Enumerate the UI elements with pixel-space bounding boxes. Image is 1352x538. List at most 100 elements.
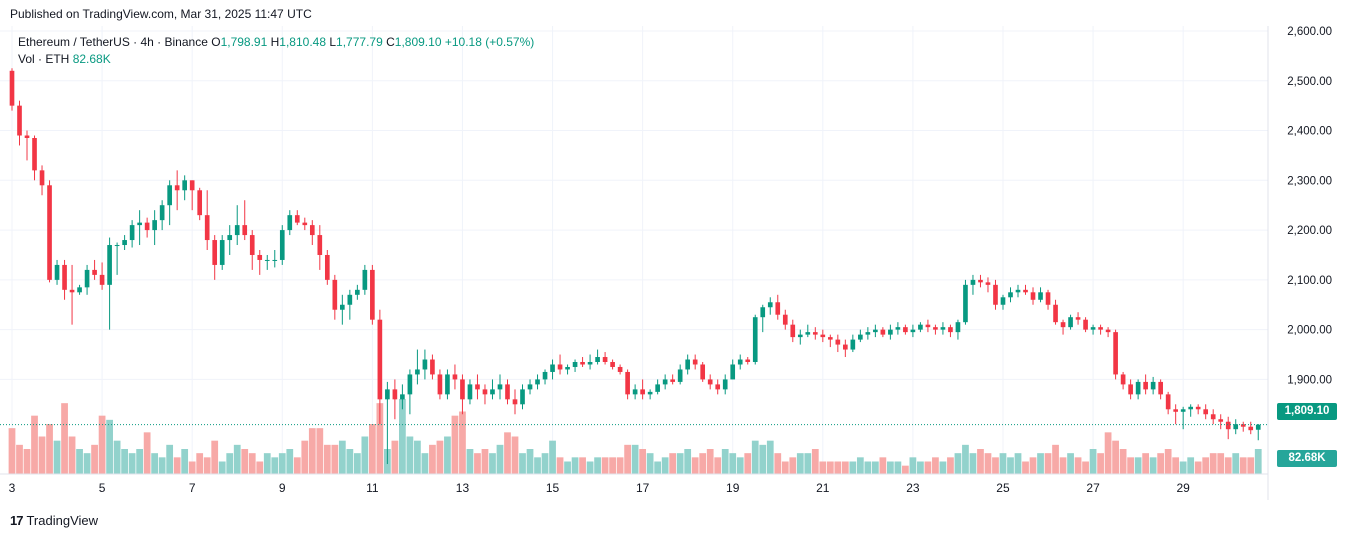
candle-body xyxy=(843,344,848,350)
volume-bar xyxy=(414,440,421,474)
volume-bar xyxy=(1187,457,1195,474)
volume-bar xyxy=(774,453,782,474)
time-tick-label: 7 xyxy=(189,481,196,495)
candle-body xyxy=(505,384,510,400)
volume-bar xyxy=(203,457,211,474)
candle-body xyxy=(858,334,863,340)
low-value: 1,777.79 xyxy=(336,35,383,49)
close-key: C xyxy=(386,35,395,49)
volume-bar xyxy=(1164,449,1172,474)
volume-bar xyxy=(53,440,61,474)
candles xyxy=(9,68,1261,465)
volume-bar xyxy=(256,461,264,474)
volume-bar xyxy=(286,449,294,474)
candle-body xyxy=(1083,319,1088,330)
volume-bar xyxy=(819,461,827,474)
candle-body xyxy=(1098,327,1103,330)
candle-body xyxy=(1143,381,1148,390)
candle-body xyxy=(9,70,15,106)
volume-bar xyxy=(1172,457,1180,474)
candle-body xyxy=(467,384,473,400)
candle-body xyxy=(527,384,533,390)
candle-body xyxy=(1128,384,1133,395)
candle-body xyxy=(1075,317,1081,320)
time-tick-label: 15 xyxy=(546,481,560,495)
candle-body xyxy=(775,302,781,315)
price-axis[interactable]: 2,600.00 2,500.00 2,400.00 2,300.00 2,200.00… xyxy=(1287,26,1332,386)
candle-body xyxy=(437,374,443,395)
tradingview-brand-label: TradingView xyxy=(26,513,99,528)
tradingview-logo[interactable]: 17 TradingView xyxy=(10,513,98,528)
candle-body xyxy=(1120,374,1126,385)
volume-bar xyxy=(744,453,752,474)
volume-bar xyxy=(1179,461,1187,474)
volume-bar xyxy=(1067,453,1074,474)
volume-bar xyxy=(241,449,249,474)
volume-bar xyxy=(1089,449,1097,474)
volume-bar xyxy=(571,457,579,474)
candle-body xyxy=(782,314,788,325)
volume-bar xyxy=(376,403,384,474)
candle-body xyxy=(1030,292,1036,300)
candle-body xyxy=(189,180,195,191)
volume-bar xyxy=(721,449,729,474)
candle-body xyxy=(512,399,518,405)
time-axis[interactable]: 3 5 7 9 11 13 15 17 19 21 23 25 27 29 xyxy=(9,481,1191,495)
candle-body xyxy=(535,379,540,385)
candle-body xyxy=(647,391,653,395)
candle-body xyxy=(820,334,826,338)
volume-bar xyxy=(136,449,144,474)
chart-frame[interactable]: 2,600.00 2,500.00 2,400.00 2,300.00 2,200.00… xyxy=(0,26,1352,500)
volume-bar xyxy=(263,453,271,474)
price-tick-label: 2,100.00 xyxy=(1287,275,1332,287)
volume-bar xyxy=(992,457,999,474)
volume-bar xyxy=(196,453,204,474)
volume-label[interactable]: Vol · ETH xyxy=(18,52,70,66)
volume-tag: 82.68K xyxy=(1277,450,1337,467)
candle-body xyxy=(1255,424,1261,430)
candle-body xyxy=(219,240,225,265)
price-tick-label: 2,200.00 xyxy=(1287,225,1332,237)
ohlc-legend: Ethereum / TetherUS · 4h · Binance O1,79… xyxy=(18,35,534,49)
candle-body xyxy=(895,327,901,330)
candle-body xyxy=(370,269,375,320)
published-caption: Published on TradingView.com, Mar 31, 20… xyxy=(10,7,312,21)
candle-body xyxy=(797,334,803,338)
time-tick-label: 5 xyxy=(99,481,106,495)
volume-bar xyxy=(113,440,121,474)
volume-bar xyxy=(16,444,23,474)
volume-bar xyxy=(609,457,616,474)
volume-bar xyxy=(669,453,677,474)
volume-bar xyxy=(646,453,654,474)
volume-bar xyxy=(1127,457,1134,474)
volume-bar xyxy=(444,436,451,474)
volume-bar xyxy=(601,457,609,474)
volume-bar xyxy=(489,453,496,474)
candle-body xyxy=(655,384,660,392)
candle-body xyxy=(587,362,593,365)
candle-body xyxy=(249,235,255,255)
volume-bar xyxy=(399,399,406,474)
candle-body xyxy=(1135,381,1141,395)
candle-body xyxy=(685,359,691,370)
candle-body xyxy=(1000,297,1006,305)
candle-body xyxy=(1090,327,1096,330)
symbol-label[interactable]: Ethereum / TetherUS · 4h · Binance xyxy=(18,35,208,49)
candle-body xyxy=(1203,409,1209,415)
volume-bar xyxy=(654,461,662,474)
volume-bar xyxy=(871,461,879,474)
volume-bar xyxy=(714,457,722,474)
volume-bar xyxy=(1254,449,1262,474)
volume-bar xyxy=(459,411,466,474)
volume-bar xyxy=(511,436,519,474)
price-tick-label: 1,900.00 xyxy=(1287,374,1332,386)
volume-bar xyxy=(128,453,136,474)
candle-body xyxy=(204,215,210,241)
grid xyxy=(0,26,1268,474)
candle-body xyxy=(1150,381,1156,390)
candlestick-chart[interactable]: 2,600.00 2,500.00 2,400.00 2,300.00 2,200.00… xyxy=(0,26,1352,500)
candle-body xyxy=(610,362,615,367)
candle-body xyxy=(17,105,22,136)
candle-body xyxy=(332,279,338,310)
candle-body xyxy=(445,374,450,395)
